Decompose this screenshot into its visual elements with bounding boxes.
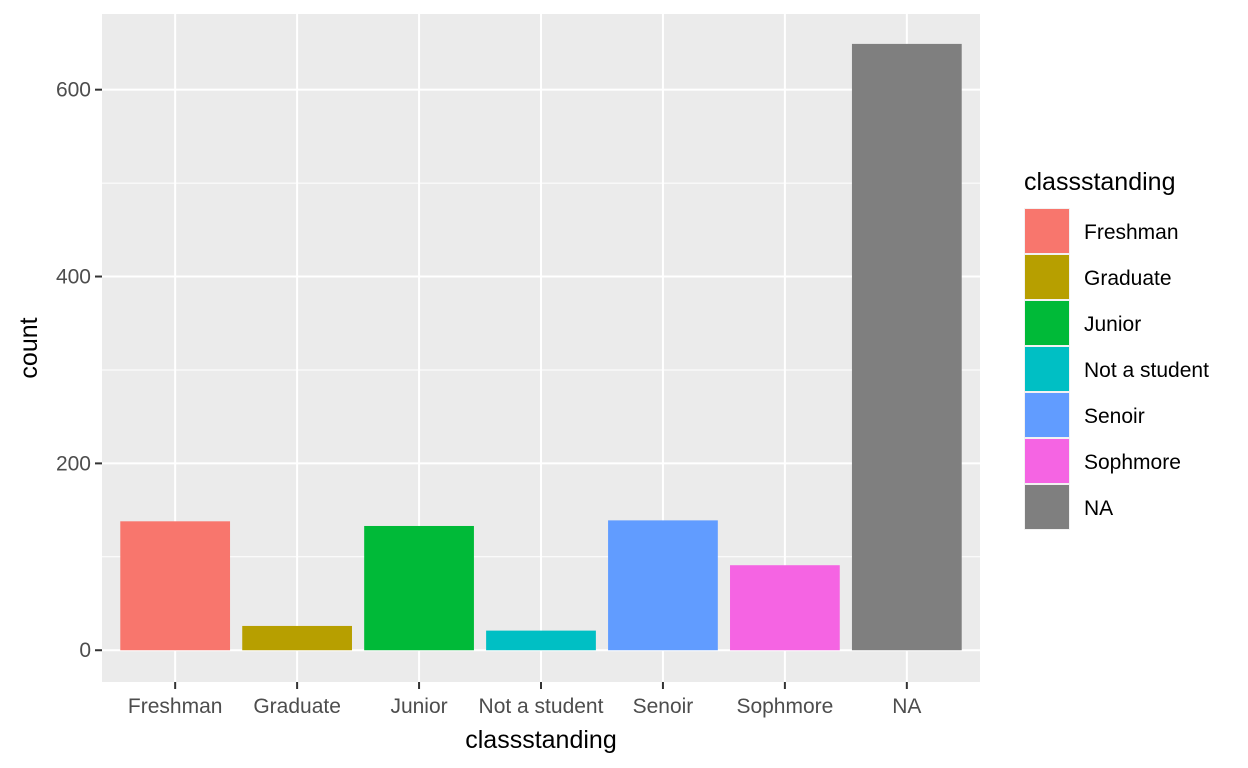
y-axis: 0 200 400 600 bbox=[56, 79, 102, 662]
bar-na bbox=[851, 43, 962, 651]
legend-label: Senoir bbox=[1084, 405, 1145, 428]
x-tick-label: Senoir bbox=[633, 695, 694, 718]
bar-graduate bbox=[242, 625, 352, 651]
legend-swatch bbox=[1025, 255, 1069, 299]
legend-label: Graduate bbox=[1084, 267, 1172, 290]
y-tick-label: 200 bbox=[56, 452, 91, 475]
y-tick-label: 600 bbox=[56, 79, 91, 102]
y-tick-label: 0 bbox=[79, 639, 91, 662]
bar-junior bbox=[364, 525, 474, 651]
legend-swatch bbox=[1025, 393, 1069, 437]
bar-sophmore bbox=[730, 565, 840, 651]
legend-swatch bbox=[1025, 485, 1069, 529]
y-tick-label: 400 bbox=[56, 266, 91, 289]
legend-swatch bbox=[1025, 209, 1069, 253]
legend-label: Not a student bbox=[1084, 359, 1209, 382]
legend-label: NA bbox=[1084, 497, 1113, 520]
bar-freshman bbox=[120, 521, 231, 651]
x-tick-label: NA bbox=[892, 695, 921, 718]
legend-swatch bbox=[1025, 347, 1069, 391]
legend-label: Junior bbox=[1084, 313, 1141, 336]
x-axis: Freshman Graduate Junior Not a student Senoi… bbox=[128, 682, 921, 718]
bars bbox=[120, 43, 962, 651]
x-tick-label: Not a student bbox=[479, 695, 604, 718]
legend: classstanding Freshman Graduate Junior Not … bbox=[1024, 168, 1209, 530]
x-tick-label: Freshman bbox=[128, 695, 223, 718]
bar-senoir bbox=[608, 520, 718, 651]
x-tick-label: Junior bbox=[390, 695, 447, 718]
bar-not-a-student bbox=[486, 630, 596, 651]
y-axis-title: count bbox=[15, 317, 43, 378]
legend-label: Freshman bbox=[1084, 221, 1179, 244]
legend-swatch bbox=[1025, 301, 1069, 345]
x-tick-label: Sophmore bbox=[736, 695, 833, 718]
legend-label: Sophmore bbox=[1084, 451, 1181, 474]
x-axis-title: classstanding bbox=[465, 726, 616, 754]
legend-swatch bbox=[1025, 439, 1069, 483]
x-tick-label: Graduate bbox=[253, 695, 341, 718]
legend-title: classstanding bbox=[1024, 168, 1175, 196]
